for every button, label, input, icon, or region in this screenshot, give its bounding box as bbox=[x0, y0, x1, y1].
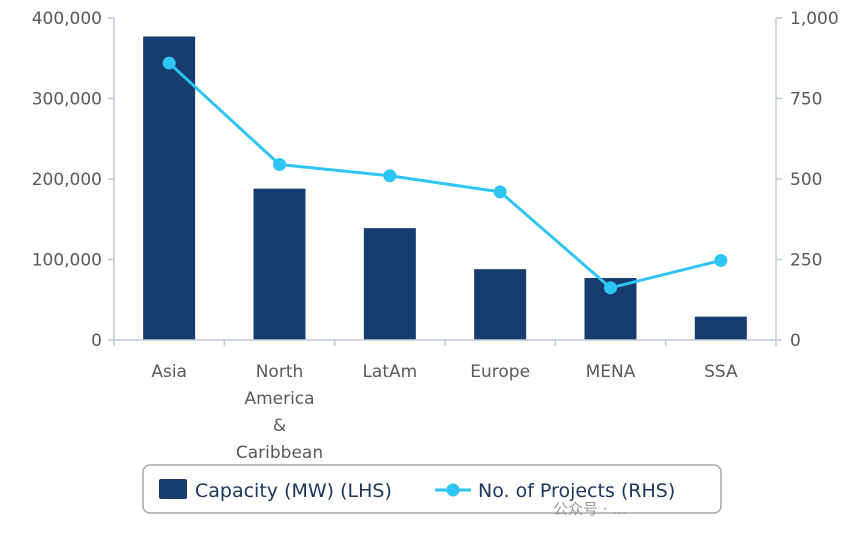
line-point bbox=[273, 158, 286, 172]
line-point bbox=[604, 281, 617, 295]
legend-label-capacity: Capacity (MW) (LHS) bbox=[195, 480, 392, 502]
legend-marker-projects bbox=[446, 483, 460, 497]
right-tick-label: 500 bbox=[790, 170, 822, 190]
watermark: 公众号 · ... bbox=[553, 500, 627, 518]
category-label: Europe bbox=[470, 362, 530, 382]
line-point bbox=[383, 169, 397, 183]
right-tick-label: 250 bbox=[790, 251, 822, 271]
right-tick-label: 0 bbox=[790, 331, 801, 351]
legend-box bbox=[142, 464, 722, 514]
left-tick-label: 300,000 bbox=[32, 90, 102, 110]
right-tick-label: 750 bbox=[790, 90, 822, 110]
category-label: MENA bbox=[586, 362, 636, 382]
bar-series bbox=[143, 36, 747, 340]
line-point bbox=[493, 185, 507, 199]
left-tick-label: 0 bbox=[91, 331, 102, 351]
bar bbox=[143, 36, 196, 340]
left-tick-label: 100,000 bbox=[32, 251, 102, 271]
bar bbox=[474, 269, 527, 340]
legend-label-projects: No. of Projects (RHS) bbox=[478, 480, 675, 502]
legend-swatch-capacity bbox=[159, 479, 187, 499]
category-label: SSA bbox=[704, 362, 738, 382]
projects-line bbox=[168, 61, 722, 290]
legend: Capacity (MW) (LHS) No. of Projects (RHS) bbox=[142, 464, 722, 514]
left-tick-label: 200,000 bbox=[32, 170, 102, 190]
right-tick-label: 1,000 bbox=[790, 9, 839, 29]
bar bbox=[694, 316, 747, 340]
watermark-text: 公众号 · ... bbox=[553, 500, 627, 518]
bar bbox=[363, 228, 416, 340]
bar bbox=[253, 188, 306, 340]
line-point bbox=[162, 56, 176, 70]
category-label: Asia bbox=[151, 362, 187, 382]
line-series bbox=[162, 56, 728, 295]
axes: 0 100,000 200,000 300,000 400,000 0 250 500 750 1… bbox=[32, 9, 839, 463]
line-point bbox=[714, 253, 728, 267]
category-label: North America & Caribbean bbox=[236, 362, 323, 463]
category-label: LatAm bbox=[362, 362, 417, 382]
left-tick-label: 400,000 bbox=[32, 9, 102, 29]
